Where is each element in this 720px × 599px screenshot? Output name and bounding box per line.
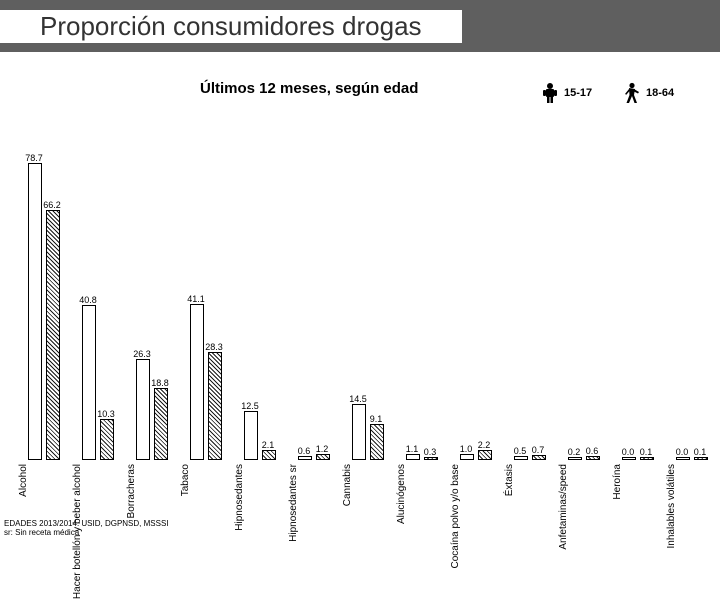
value-label-15: 12.5 — [241, 401, 259, 411]
page-title: Proporción consumidores drogas — [0, 10, 462, 43]
category-label: Anfetaminas/speed — [558, 464, 569, 550]
bar-18-64 — [46, 210, 60, 460]
value-label-18: 10.3 — [97, 409, 115, 419]
value-label-15: 41.1 — [187, 294, 205, 304]
category-label: Hipnosedantes — [234, 464, 245, 531]
chart-group: 0.00.1Inhalables volátiles — [668, 80, 720, 460]
bar-18-64 — [154, 388, 168, 461]
bar-15-17 — [82, 305, 96, 460]
value-label-18: 1.2 — [313, 444, 331, 454]
bar-15-17 — [514, 456, 528, 460]
category-label: Inhalables volátiles — [666, 464, 677, 549]
bar-18-64 — [532, 455, 546, 460]
chart-group: 78.766.2Alcohol — [20, 80, 74, 460]
value-label-15: 0.6 — [295, 446, 313, 456]
bar-15-17 — [568, 457, 582, 460]
chart-group: 0.61.2Hipnosedantes sr — [290, 80, 344, 460]
value-label-15: 1.0 — [457, 444, 475, 454]
category-label: Tabaco — [180, 464, 191, 496]
bar-15-17 — [460, 454, 474, 460]
value-label-18: 0.1 — [691, 447, 709, 457]
chart-group: 12.52.1Hipnosedantes — [236, 80, 290, 460]
category-label: Alucinógenos — [396, 464, 407, 524]
bar-18-64 — [478, 450, 492, 460]
bar-15-17 — [298, 456, 312, 460]
value-label-15: 0.2 — [565, 447, 583, 457]
bar-15-17 — [28, 163, 42, 460]
bar-18-64 — [208, 352, 222, 460]
bar-15-17 — [352, 404, 366, 460]
value-label-15: 40.8 — [79, 295, 97, 305]
value-label-15: 14.5 — [349, 394, 367, 404]
value-label-18: 28.3 — [205, 342, 223, 352]
bar-18-64 — [100, 419, 114, 460]
bar-18-64 — [640, 457, 654, 460]
value-label-15: 26.3 — [133, 349, 151, 359]
category-label: Borracheras — [126, 464, 137, 518]
bar-18-64 — [316, 454, 330, 461]
value-label-15: 0.0 — [619, 447, 637, 457]
bar-15-17 — [676, 457, 690, 460]
value-label-18: 2.2 — [475, 440, 493, 450]
bar-18-64 — [262, 450, 276, 460]
bar-18-64 — [424, 457, 438, 460]
value-label-18: 9.1 — [367, 414, 385, 424]
value-label-18: 0.6 — [583, 446, 601, 456]
value-label-18: 0.7 — [529, 445, 547, 455]
chart-group: 1.02.2Cocaína polvo y/o base — [452, 80, 506, 460]
category-label: Cocaína polvo y/o base — [450, 464, 461, 569]
value-label-18: 0.1 — [637, 447, 655, 457]
chart-group: 26.318.8Borracheras — [128, 80, 182, 460]
title-bar: Proporción consumidores drogas — [0, 0, 720, 52]
bar-15-17 — [136, 359, 150, 460]
category-label: Cannabis — [342, 464, 353, 506]
bar-18-64 — [694, 457, 708, 460]
value-label-15: 0.0 — [673, 447, 691, 457]
value-label-18: 2.1 — [259, 440, 277, 450]
chart-group: 1.10.3Alucinógenos — [398, 80, 452, 460]
chart-group: 0.00.1Heroína — [614, 80, 668, 460]
value-label-15: 0.5 — [511, 446, 529, 456]
bar-chart: 78.766.2Alcohol40.810.3Hacer botellón y … — [20, 80, 710, 460]
category-label: Éxtasis — [504, 464, 515, 496]
value-label-18: 66.2 — [43, 200, 61, 210]
bar-18-64 — [370, 424, 384, 460]
chart-group: 0.20.6Anfetaminas/speed — [560, 80, 614, 460]
category-label: Hipnosedantes sr — [288, 464, 299, 542]
chart-group: 0.50.7Éxtasis — [506, 80, 560, 460]
footnote: EDADES 2013/2014. USID, DGPNSD, MSSSI sr… — [4, 520, 169, 538]
value-label-15: 78.7 — [25, 153, 43, 163]
bar-15-17 — [244, 411, 258, 460]
bar-15-17 — [190, 304, 204, 460]
bar-18-64 — [586, 456, 600, 460]
chart-group: 41.128.3Tabaco — [182, 80, 236, 460]
value-label-18: 18.8 — [151, 378, 169, 388]
bar-15-17 — [622, 457, 636, 460]
value-label-15: 1.1 — [403, 444, 421, 454]
bar-15-17 — [406, 454, 420, 460]
value-label-18: 0.3 — [421, 447, 439, 457]
footnote-line2: sr: Sin receta médica — [4, 529, 169, 538]
category-label: Heroína — [612, 464, 623, 500]
category-label: Alcohol — [18, 464, 29, 497]
chart-group: 14.59.1Cannabis — [344, 80, 398, 460]
chart-group: 40.810.3Hacer botellón y beber alcohol — [74, 80, 128, 460]
